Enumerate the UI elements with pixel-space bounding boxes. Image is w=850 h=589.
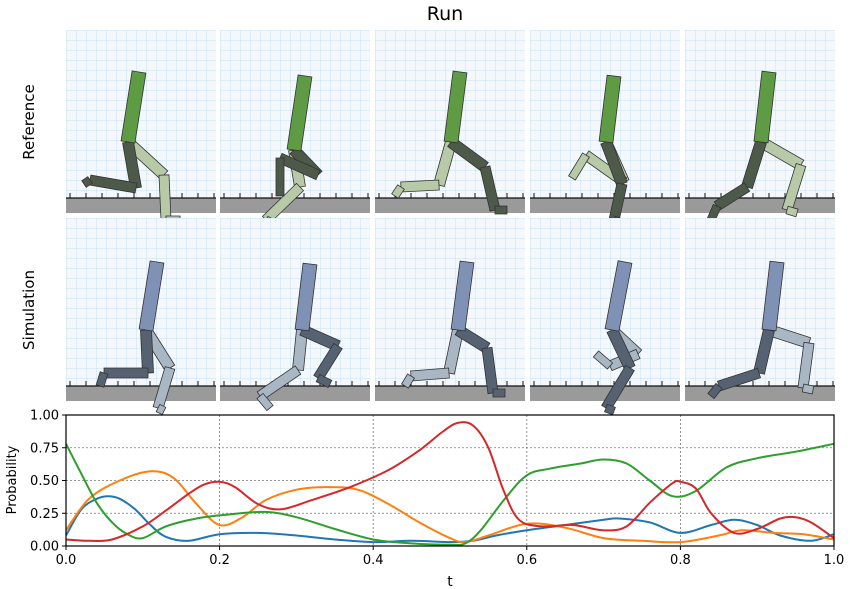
x-tick-label: 0.4 [363,553,384,568]
ground [66,198,216,213]
near-leg-foot [707,382,723,400]
chart-y-axis-label: Probability [5,445,20,514]
ground [685,198,835,213]
reference-panel-4 [530,30,680,228]
near-leg-foot [275,157,285,197]
near-leg-foot [604,403,616,416]
far-leg-foot [592,350,614,370]
y-tick-label: 0.75 [30,441,59,456]
ground [530,198,680,213]
simulation-panel-2 [220,218,370,412]
ground [375,198,525,213]
simulation-panel-3 [375,218,525,401]
near-leg-foot [81,176,93,188]
panel-grid [66,30,216,198]
ground [530,386,680,401]
torso [450,260,475,332]
y-tick-label: 0.00 [30,540,59,555]
torso [138,260,165,332]
torso [598,74,622,144]
series-line-orange [65,470,835,544]
torso [761,260,785,332]
chart-x-axis-label: t [447,574,453,589]
torso [294,262,318,332]
near-leg-foot [95,371,109,388]
series-line-red [65,421,835,543]
near-leg-foot [494,205,508,215]
animation-panels [66,30,835,416]
far-leg-foot [785,205,799,218]
x-tick-label: 0.6 [516,553,537,568]
y-tick-label: 0.50 [30,474,59,489]
figure-title: Run [427,3,463,25]
series-line-blue [65,495,835,544]
row-label-simulation: Simulation [20,270,38,350]
far-leg-foot [391,184,405,199]
reference-panel-2 [220,30,370,228]
x-tick-label: 0.0 [56,553,77,568]
chart-ticks: 0.0 0.2 0.4 0.6 0.8 1.0 0.00 0.25 0.50 0.75 1.00 [30,409,844,569]
reference-panel-1 [66,30,216,225]
reference-panel-3 [375,30,525,215]
simulation-panel-1 [66,218,216,416]
torso [604,260,633,332]
far-leg-foot [155,403,167,416]
far-leg-shin [158,174,172,221]
far-leg-foot [401,373,415,389]
torso [753,70,777,144]
x-tick-label: 1.0 [824,553,845,568]
row-label-reference: Reference [20,84,38,160]
near-leg-thigh [140,329,154,374]
x-tick-label: 0.2 [209,553,230,568]
near-leg-foot [492,388,506,398]
probability-chart: 0.0 0.2 0.4 0.6 0.8 1.0 0.00 0.25 0.50 0.75 1.00 t… [5,409,844,589]
series-line-green [65,442,835,546]
ground [220,386,370,401]
near-leg-foot [315,373,333,389]
ground [66,386,216,401]
far-leg-foot [801,383,815,395]
torso [120,70,147,144]
simulation-panel-5 [685,218,835,401]
far-leg-foot [256,392,274,412]
panel-grid [66,218,216,386]
x-tick-label: 0.8 [670,553,691,568]
y-tick-label: 1.00 [30,409,59,424]
far-leg-foot [568,152,590,181]
torso [443,70,468,144]
simulation-panel-4 [530,218,680,416]
y-tick-label: 0.25 [30,507,59,522]
torso [286,74,313,152]
ground [220,198,370,213]
near-leg-shin [103,367,149,379]
far-leg-shin [400,179,440,193]
reference-panel-5 [685,30,835,223]
chart-series-lines [65,421,835,546]
